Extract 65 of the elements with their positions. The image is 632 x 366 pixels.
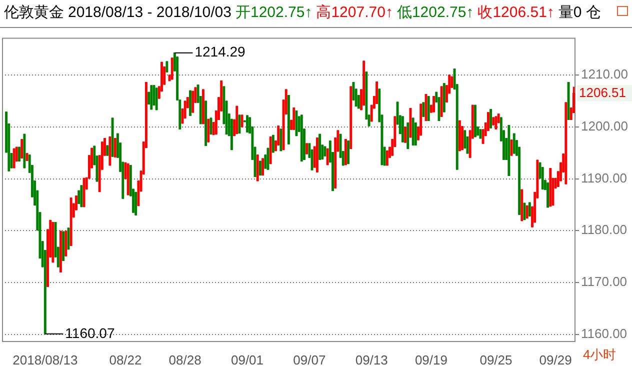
candlestick [440, 86, 443, 117]
candlestick [280, 128, 282, 152]
candlestick [479, 129, 482, 139]
candlestick [52, 222, 54, 263]
candlestick [256, 154, 259, 182]
candlestick [510, 140, 513, 156]
candlestick [108, 136, 112, 166]
x-tick-label: 09/19 [414, 352, 448, 366]
x-tick-label: 09/29 [539, 352, 572, 366]
candlestick [23, 134, 26, 168]
y-tick-label: 1170.00 [581, 274, 628, 290]
text: 开1202.75↑ [235, 4, 312, 21]
candlestick [64, 230, 68, 256]
candlestick [80, 185, 83, 208]
candlestick [526, 205, 528, 218]
candlestick [126, 163, 130, 196]
candlestick [326, 148, 329, 166]
candlestick [170, 58, 174, 80]
annotation: 1160.07 [65, 324, 115, 341]
candlestick [111, 118, 114, 157]
y-tick-label: 1180.00 [581, 222, 628, 238]
x-tick-label: 2018/08/13 [12, 352, 78, 366]
candlestick [82, 178, 86, 208]
x-tick-label: 09/25 [480, 352, 512, 366]
text: 1206.51 [579, 84, 626, 100]
candlestick [67, 228, 70, 250]
y-tick-label: 1210.00 [581, 66, 628, 82]
candlestick [238, 114, 241, 134]
text: 收1206.51↑ [478, 4, 554, 21]
candlestick [114, 138, 116, 158]
text: 量0 [558, 4, 582, 21]
candlestick [12, 148, 16, 168]
chart-subtitle: 2018/08/13 - 2018/10/03 [68, 4, 232, 21]
x-tick-label: 09/07 [293, 352, 326, 366]
x-tick-label: 09/13 [355, 352, 388, 366]
candlestick [269, 136, 272, 164]
candlestick [26, 153, 28, 161]
y-tick-label: 1190.00 [581, 170, 628, 186]
candlestick [166, 61, 168, 72]
candlestick [494, 116, 498, 130]
text: 4小时 [583, 346, 616, 364]
candlestick [324, 146, 326, 156]
candlestick [207, 118, 210, 142]
text: 高1207.70↑ [316, 4, 393, 21]
candlestick [412, 118, 414, 146]
candlestick [210, 118, 212, 135]
candlestick [150, 85, 153, 110]
candlestick [266, 148, 270, 170]
candlestick [295, 110, 298, 136]
x-tick-label: 08/22 [109, 352, 142, 366]
y-tick-label: 1200.00 [581, 118, 628, 134]
chart-title: 伦敦黄金 [4, 4, 64, 21]
candlestick [442, 83, 446, 112]
candlestick [549, 168, 552, 207]
text: 低1202.75↑ [396, 4, 474, 21]
y-tick-label: 1160.00 [581, 326, 628, 341]
x-tick-label: 09/01 [230, 352, 264, 366]
x-tick-label: 08/28 [168, 352, 202, 366]
annotation: 1214.29 [194, 44, 246, 60]
candlestick [520, 189, 524, 222]
candlestick [422, 102, 425, 117]
candlestick [155, 88, 158, 110]
candlestick [240, 114, 244, 128]
text: 仓 [586, 4, 601, 21]
candlestick [523, 202, 526, 220]
